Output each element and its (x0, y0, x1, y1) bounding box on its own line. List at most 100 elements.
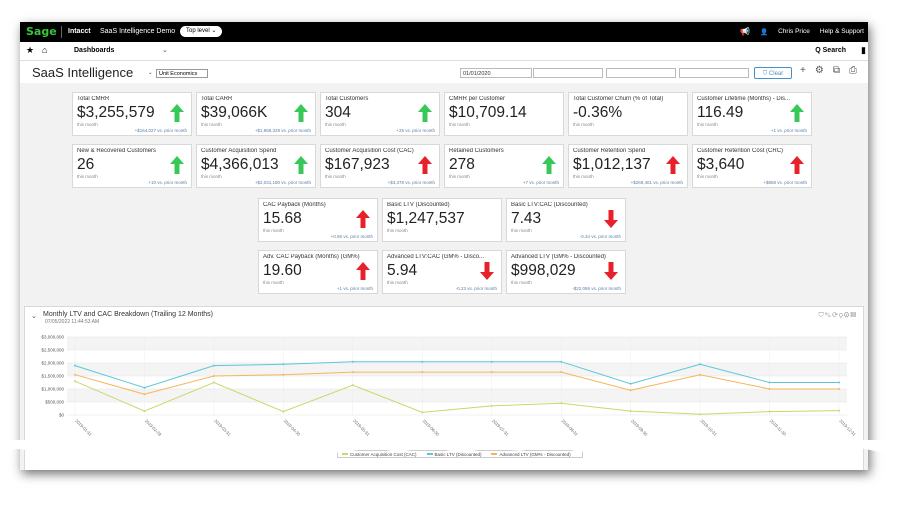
kpi-period: this month (77, 122, 98, 127)
print-icon[interactable]: ⎙ (848, 65, 857, 76)
kpi-card-customer-retention-spend[interactable]: Customer Retention Spend $1,012,137 this m… (568, 144, 688, 188)
arrow-up-icon (790, 104, 804, 122)
filter-select-2[interactable] (606, 68, 676, 78)
kpi-label: Customer Lifetime (Months) - Dis... (697, 96, 791, 102)
kpi-card-total-cmrr[interactable]: Total CMRR $3,255,579 this month +$164,027 … (72, 92, 192, 136)
company-name: SaaS Intelligence Demo (100, 28, 176, 35)
star-icon[interactable]: ★ (26, 45, 35, 55)
data-point (629, 389, 632, 392)
data-point (490, 360, 493, 363)
kpi-change: +1 vs. prior month (336, 286, 373, 291)
kpi-value: $1,012,137 (573, 156, 651, 173)
data-point (560, 360, 563, 363)
kpi-card-total-customer-churn-of-total[interactable]: Total Customer Churn (% of Total) -0.36% t… (568, 92, 688, 136)
arrow-up-icon (790, 156, 804, 174)
data-point (74, 373, 76, 376)
dashboards-menu[interactable]: Dashboards (74, 47, 115, 54)
megaphone-icon[interactable]: 📢 (740, 27, 751, 36)
arrow-up-icon (356, 210, 370, 228)
kpi-value: -0.36% (573, 104, 623, 121)
x-tick-label: 2019-01-31 (74, 418, 93, 437)
kpi-value: $1,247,537 (387, 210, 465, 227)
legend-item[interactable]: Customer Acquisition Cost (CAC) (342, 452, 417, 457)
data-point (838, 388, 840, 390)
kpi-value: 26 (77, 156, 95, 173)
copy-icon[interactable]: ⧉ (832, 65, 840, 76)
user-name[interactable]: Chris Price (778, 28, 810, 35)
user-icon[interactable]: 👤 (760, 28, 769, 36)
kpi-change: +$1,968,329 vs. prior month (254, 128, 311, 133)
kpi-label: Adv. CAC Payback (Months) (GM%) (263, 254, 360, 260)
chart-timestamp: 07/05/2022 11:44:53 AM (45, 319, 100, 325)
kpi-card-basic-ltv-cac-discounted[interactable]: Basic LTV:CAC (Discounted) 7.43 this month… (506, 198, 626, 242)
legend-label: Basic LTV (Discounted) (434, 451, 482, 457)
y-tick-label: $2,500,000 (41, 348, 64, 353)
clear-filters-button[interactable]: ⛉ Clear (754, 67, 792, 79)
kpi-card-advanced-ltv-gm-discounted[interactable]: Advanced LTV (GM% - Discounted) $998,029 t… (506, 250, 626, 294)
x-tick-label: 2019-08-31 (560, 418, 579, 437)
data-point (490, 371, 493, 374)
kpi-card-cac-payback-months[interactable]: CAC Payback (Months) 15.68 this month +0.56… (258, 198, 378, 242)
kpi-period: this month (325, 122, 346, 127)
kpi-card-retained-customers[interactable]: Retained Customers 278 this month +7 vs. pr… (444, 144, 564, 188)
data-point (212, 364, 215, 367)
kpi-change: +25 vs. prior month (396, 128, 435, 133)
kpi-label: Customer Acquisition Cost (CAC) (325, 148, 414, 154)
arrow-up-icon (666, 156, 680, 174)
data-point (74, 380, 76, 383)
level-selector[interactable]: Top level ⌄ (180, 26, 223, 37)
kpi-card-adv-cac-payback-months-gm[interactable]: Adv. CAC Payback (Months) (GM%) 19.60 this… (258, 250, 378, 294)
home-icon[interactable]: ⌂ (42, 45, 48, 55)
kpi-card-customer-acquisition-spend[interactable]: Customer Acquisition Spend $4,366,013 this… (196, 144, 316, 188)
kpi-label: Advanced LTV:CAC (GM% - Disco... (387, 254, 485, 260)
legend-item[interactable]: Basic LTV (Discounted) (426, 451, 482, 457)
kpi-period: this month (697, 174, 718, 179)
kpi-card-advanced-ltv-cac-gm-disco[interactable]: Advanced LTV:CAC (GM% - Disco... 5.94 this… (382, 250, 502, 294)
kpi-period: this month (449, 174, 470, 179)
kpi-change: +10 vs. prior month (148, 180, 187, 185)
chart-toolbar[interactable]: ⛉✎⟳⚲⚙▤ (818, 312, 857, 319)
kpi-label: Total Customer Churn (% of Total) (573, 96, 664, 102)
kpi-card-total-carr[interactable]: Total CARR $39,066K this month +$1,968,329 … (196, 92, 316, 136)
chevron-down-icon[interactable]: ⌄ (148, 70, 153, 76)
chevron-down-icon[interactable]: ⌄ (31, 313, 37, 320)
kpi-value: $3,640 (697, 156, 745, 173)
kpi-card-basic-ltv-discounted[interactable]: Basic LTV (Discounted) $1,247,537 this mon… (382, 198, 502, 242)
date-filter[interactable]: 01/01/2020 (460, 68, 532, 78)
torn-edge (0, 440, 910, 453)
kpi-change: +$3,378 vs. prior month (387, 180, 435, 185)
clear-label: Clear (768, 71, 784, 77)
kpi-value: $39,066K (201, 104, 268, 121)
kpi-card-total-customers[interactable]: Total Customers 304 this month +25 vs. prio… (320, 92, 440, 136)
help-link[interactable]: Help & Support (819, 28, 864, 35)
kpi-card-customer-retention-cost-crc[interactable]: Customer Retention Cost (CRC) $3,640 this … (692, 144, 812, 188)
x-tick-label: 2019-09-30 (630, 418, 649, 437)
filter-select-3[interactable] (679, 68, 749, 78)
kpi-period: this month (201, 122, 222, 127)
data-point (143, 386, 146, 389)
sage-logo[interactable]: Sage (26, 25, 57, 38)
kpi-card-customer-lifetime-months-dis[interactable]: Customer Lifetime (Months) - Dis... 116.4… (692, 92, 812, 136)
x-tick-label: 2019-11-30 (769, 418, 788, 437)
kpi-card-cmrr-per-customer[interactable]: CMRR per Customer $10,709.14 this month (444, 92, 564, 136)
gear-icon[interactable]: ⚙ (814, 65, 824, 76)
search-button[interactable]: Q Search (815, 47, 846, 54)
add-icon[interactable]: + (800, 65, 806, 76)
kpi-label: Customer Retention Spend (573, 148, 646, 154)
chevron-down-icon[interactable]: ⌄ (162, 47, 168, 54)
arrow-up-icon (418, 156, 432, 174)
legend-item[interactable]: Advanced LTV (GM% - Discounted) (491, 452, 571, 457)
kpi-change: -0.34 vs. prior month (579, 234, 621, 239)
data-point (351, 360, 354, 363)
kpi-value: $4,366,013 (201, 156, 279, 173)
kpi-card-new-recovered-customers[interactable]: New & Recovered Customers 26 this month +10… (72, 144, 192, 188)
title-bar: SaaS Intelligence ⌄ Unit Economics 01/01… (20, 61, 868, 83)
app-window: Sage Intacct SaaS Intelligence Demo Top … (20, 22, 868, 470)
data-point (282, 363, 285, 366)
kpi-card-customer-acquisition-cost-cac[interactable]: Customer Acquisition Cost (CAC) $167,923 t… (320, 144, 440, 188)
data-point (421, 371, 424, 374)
product-name: Intacct (68, 28, 91, 35)
filter-select-1[interactable] (533, 68, 603, 78)
bookmark-icon[interactable]: ▮ (861, 45, 866, 55)
view-select[interactable]: Unit Economics (156, 69, 208, 78)
